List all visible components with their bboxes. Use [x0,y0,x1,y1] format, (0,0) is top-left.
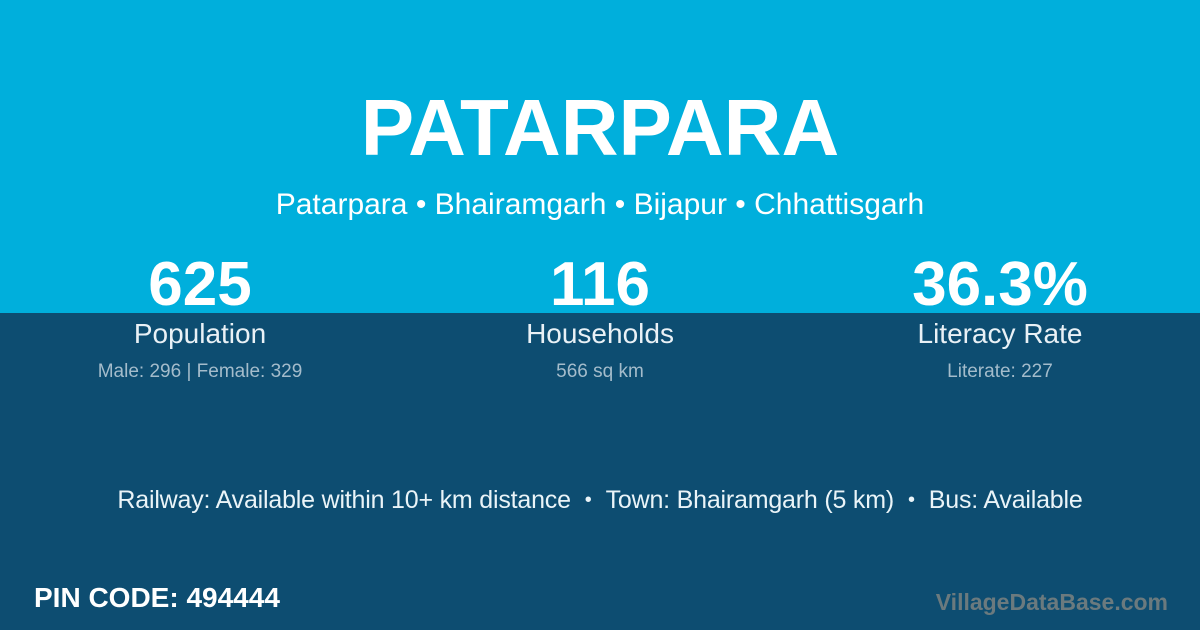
pin-code-label: PIN CODE: [34,582,179,613]
population-detail: Male: 296 | Female: 329 [97,361,303,382]
literacy-value: 36.3% [912,250,1088,319]
households-value: 116 [549,250,651,319]
literacy-label: Literacy Rate [917,318,1083,349]
literacy-detail: Literate: 227 [947,361,1053,382]
separator-dot: • [907,489,915,511]
households-label: Households [526,318,674,349]
railway-info: Railway: Available within 10+ km distanc… [117,486,571,514]
bus-info: Bus: Available [928,486,1083,514]
stats-row: 625 Population Male: 296 | Female: 329 1… [0,240,1200,382]
stat-population: 625 Population Male: 296 | Female: 329 [0,240,400,382]
population-label: Population [133,318,267,349]
population-value: 625 [148,250,252,319]
households-detail: 566 sq km [556,361,644,382]
watermark: VillageDataBase.com [935,589,1168,615]
stat-literacy: 36.3% Literacy Rate Literate: 227 [800,240,1200,382]
separator-dot: • [584,489,592,511]
header-band [0,0,1200,313]
village-title: PATARPARA [360,83,840,172]
breadcrumb: Patarpara • Bhairamgarh • Bijapur • Chha… [275,188,925,221]
stat-households: 116 Households 566 sq km [400,240,800,382]
transport-info: Railway: Available within 10+ km distanc… [0,488,1200,513]
pin-code: PIN CODE: 494444 [34,584,280,612]
town-info: Town: Bhairamgarh (5 km) [605,486,895,514]
pin-code-value: 494444 [186,582,280,613]
